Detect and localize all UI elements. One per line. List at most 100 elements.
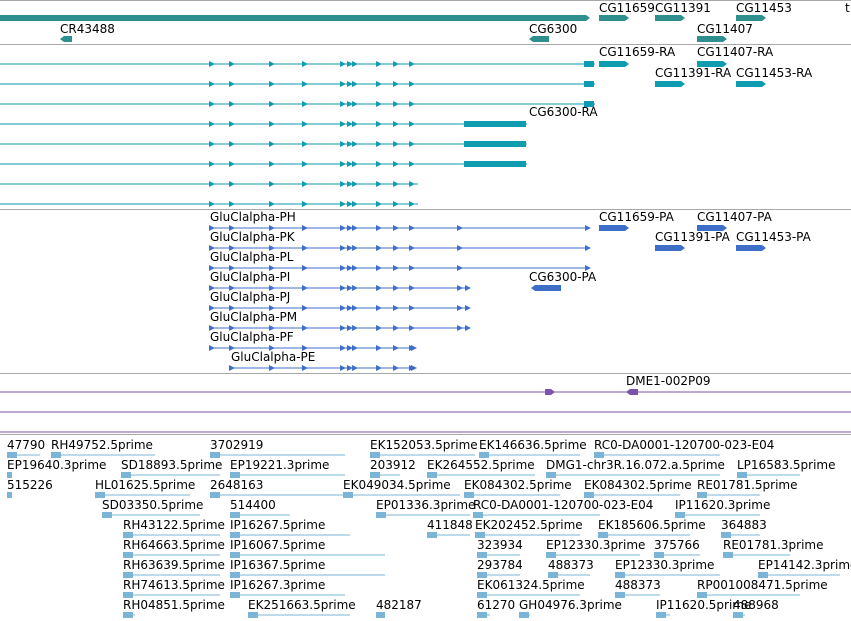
exon-arrow-right[interactable] (352, 161, 358, 167)
est-block[interactable] (584, 492, 594, 498)
est-block[interactable] (123, 552, 133, 558)
exon-arrow-right[interactable] (269, 121, 275, 127)
est-block[interactable] (230, 592, 240, 598)
exon-arrow-right[interactable] (409, 81, 415, 87)
est-block[interactable] (654, 552, 664, 558)
exon-arrow-right[interactable] (229, 305, 235, 311)
exon-arrow-right[interactable] (340, 121, 346, 127)
exon-arrow-right[interactable] (352, 141, 358, 147)
exon-arrow-right[interactable] (457, 245, 463, 251)
exon-arrow-right[interactable] (302, 365, 308, 371)
protein-label[interactable]: GluClalpha-PE (231, 350, 316, 364)
clone-label[interactable]: DME1-002P09 (626, 374, 711, 388)
transcript-label[interactable]: CG11453-RA (736, 66, 813, 80)
exon-arrow-right[interactable] (393, 265, 399, 271)
exon-arrow-right[interactable] (409, 161, 415, 167)
exon-arrow-right[interactable] (393, 245, 399, 251)
exon-arrow-right[interactable] (393, 345, 399, 351)
exon-arrow-right[interactable] (457, 305, 463, 311)
exon-arrow-right[interactable] (302, 181, 308, 187)
exon-arrow-right[interactable] (229, 101, 235, 107)
est-block[interactable] (210, 492, 220, 498)
exon-arrow-right[interactable] (269, 61, 275, 67)
exon-arrow-right[interactable] (347, 141, 353, 147)
exon-arrow-right[interactable] (302, 285, 308, 291)
feature-glyph[interactable] (697, 61, 727, 67)
est-block[interactable] (675, 512, 685, 518)
protein-label[interactable]: GluClalpha-PK (210, 230, 295, 244)
est-label[interactable]: 515226 (7, 478, 53, 492)
exon-arrow-right[interactable] (209, 245, 215, 251)
est-label[interactable]: RC0-DA0001-120700-023-E04 (594, 438, 775, 452)
est-block[interactable] (546, 552, 556, 558)
exon-arrow-right[interactable] (340, 245, 346, 251)
feature-glyph[interactable] (531, 285, 561, 291)
feature-glyph[interactable] (599, 15, 629, 21)
est-label[interactable]: HL01625.5prime (95, 478, 196, 492)
exon-arrow-right[interactable] (376, 305, 382, 311)
est-label[interactable]: 411848 (427, 518, 473, 532)
est-block[interactable] (123, 592, 133, 598)
exon-arrow-right[interactable] (302, 61, 308, 67)
est-label[interactable]: IP16267.5prime (230, 518, 326, 532)
est-block[interactable] (427, 472, 437, 478)
exon-arrow-right[interactable] (347, 101, 353, 107)
exon-arrow-right[interactable] (340, 305, 346, 311)
exon-arrow-right[interactable] (302, 225, 308, 231)
exon-arrow-right[interactable] (302, 101, 308, 107)
est-label[interactable]: 364883 (721, 518, 767, 532)
est-label[interactable]: 488968 (733, 598, 779, 612)
est-block[interactable] (230, 512, 240, 518)
exon-arrow-right[interactable] (585, 225, 591, 231)
est-label[interactable]: 488373 (548, 558, 594, 572)
exon-arrow-right[interactable] (585, 265, 591, 271)
exon-arrow-right[interactable] (302, 325, 308, 331)
exon-arrow-right[interactable] (409, 325, 415, 331)
est-block[interactable] (477, 552, 487, 558)
exon-arrow-right[interactable] (229, 345, 235, 351)
exon-arrow-right[interactable] (229, 81, 235, 87)
feature-glyph[interactable] (697, 36, 727, 42)
exon-arrow-right[interactable] (409, 245, 415, 251)
feature-glyph[interactable] (655, 15, 685, 21)
exon-arrow-right[interactable] (209, 325, 215, 331)
feature-glyph[interactable] (655, 245, 685, 251)
est-label[interactable]: IP16067.5prime (230, 538, 326, 552)
est-block[interactable] (376, 512, 386, 518)
est-block[interactable] (723, 552, 733, 558)
exon-arrow-right[interactable] (352, 121, 358, 127)
est-label[interactable]: 203912 (370, 458, 416, 472)
exon-arrow-right[interactable] (352, 201, 358, 207)
exon-arrow-right[interactable] (209, 225, 215, 231)
gene-label[interactable]: t (845, 1, 850, 15)
est-label[interactable]: IP11620.3prime (675, 498, 771, 512)
feature-glyph[interactable] (736, 15, 766, 21)
est-label[interactable]: EP19640.3prime (7, 458, 107, 472)
est-label[interactable]: RH74613.5prime (123, 578, 225, 592)
exon-arrow-right[interactable] (229, 325, 235, 331)
exon-arrow-right[interactable] (352, 181, 358, 187)
exon-arrow-right[interactable] (393, 81, 399, 87)
exon-arrow-right[interactable] (340, 181, 346, 187)
est-label[interactable]: EK061324.5prime (477, 578, 585, 592)
est-label[interactable]: LP16583.5prime (737, 458, 836, 472)
est-block[interactable] (230, 472, 240, 478)
exon-arrow-right[interactable] (209, 121, 215, 127)
exon-arrow-right[interactable] (376, 161, 382, 167)
exon-arrow-right[interactable] (352, 345, 358, 351)
exon-arrow-right[interactable] (340, 365, 346, 371)
est-block[interactable] (7, 492, 12, 498)
exon-arrow-right[interactable] (457, 285, 463, 291)
exon-arrow-right[interactable] (302, 201, 308, 207)
feature-glyph[interactable] (599, 225, 629, 231)
exon-arrow-right[interactable] (269, 265, 275, 271)
est-label[interactable]: RE01781.3prime (723, 538, 824, 552)
exon-arrow-right[interactable] (376, 181, 382, 187)
est-label[interactable]: RC0-DA0001-120700-023-E04 (473, 498, 654, 512)
exon-arrow-right[interactable] (229, 285, 235, 291)
exon-arrow-right[interactable] (352, 365, 358, 371)
est-block[interactable] (210, 452, 220, 458)
exon-arrow-right[interactable] (409, 141, 415, 147)
exon-arrow-right[interactable] (393, 181, 399, 187)
est-block[interactable] (376, 612, 385, 618)
